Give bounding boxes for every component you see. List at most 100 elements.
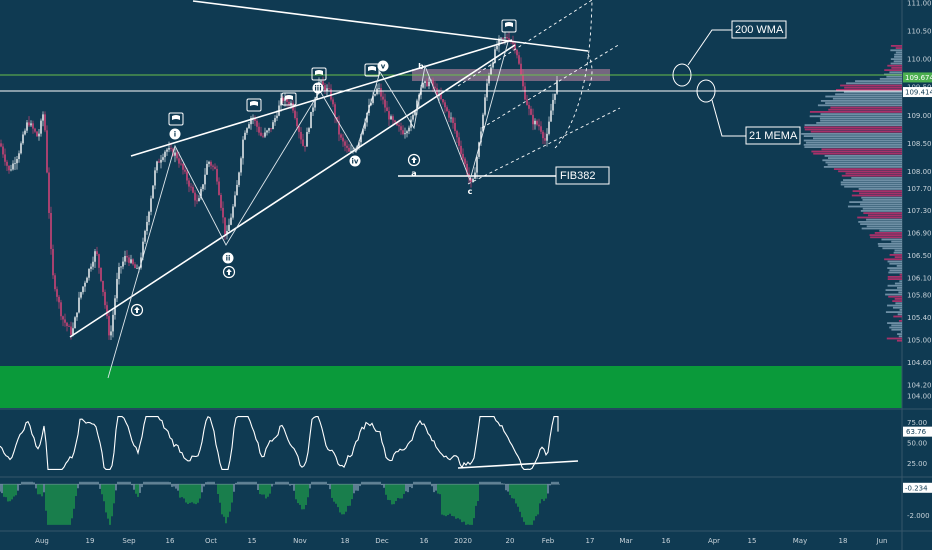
downtrend-line — [192, 0, 589, 52]
volume-profile-bar — [822, 159, 902, 162]
candle-body — [528, 104, 530, 109]
candle-body — [384, 99, 386, 108]
candle-body — [46, 130, 48, 173]
wave-flag-glyph — [285, 95, 293, 103]
candle-body — [232, 206, 234, 218]
candle-body — [396, 122, 398, 126]
oscillator-last-label: 63.76 — [906, 428, 927, 436]
candle-body — [274, 118, 276, 123]
volume-profile-bar — [845, 172, 902, 175]
volume-profile-bar — [825, 161, 902, 164]
candle-body — [304, 145, 306, 147]
price-tick-label: 105.800 — [907, 291, 932, 299]
candle-body — [444, 102, 446, 108]
volume-profile-bar — [866, 218, 902, 221]
price-tick-label: 104.200 — [907, 381, 932, 389]
volume-profile-bar — [809, 115, 902, 118]
candle-body — [424, 81, 426, 84]
candle-body — [496, 45, 498, 50]
channel-upper-dashed — [457, 0, 593, 87]
candle-body — [38, 133, 40, 137]
candle-body — [422, 83, 424, 88]
histogram-bars — [0, 481, 559, 525]
candle-body — [160, 159, 162, 163]
volume-profile-bar — [878, 245, 902, 247]
volume-profile-bar — [861, 227, 902, 230]
volume-profile — [801, 45, 902, 342]
volume-profile-bar — [803, 144, 902, 146]
oscillator-tick-label: 75.00 — [907, 419, 927, 427]
histogram-last-box — [903, 482, 932, 493]
candle-body — [134, 264, 136, 269]
candle-body — [400, 126, 402, 131]
volume-profile-bar — [840, 181, 902, 184]
volume-profile-bar — [884, 69, 902, 71]
candle-body — [464, 158, 466, 164]
candle-body — [504, 37, 506, 39]
candle-body — [556, 80, 558, 94]
candle-body — [450, 117, 452, 119]
time-tick-label: Jun — [876, 537, 888, 545]
candle-body — [542, 131, 544, 139]
candle-body — [244, 132, 246, 140]
volume-profile-bar — [840, 84, 902, 87]
candle-body — [288, 101, 290, 105]
candle-body — [136, 267, 138, 269]
candle-body — [112, 314, 114, 332]
wave-label: i — [174, 131, 176, 139]
candle-body — [462, 153, 464, 159]
candle-body — [194, 192, 196, 201]
up-arrow-icon — [130, 303, 144, 317]
candle-body — [544, 138, 546, 141]
candle-body — [398, 125, 400, 127]
up-arrow-glyph — [226, 268, 232, 275]
candle-body — [124, 256, 126, 262]
mema-leader — [711, 99, 746, 137]
time-tick-label: Sep — [122, 537, 136, 545]
volume-profile-bar — [835, 89, 902, 91]
candle-body — [128, 257, 130, 263]
candle-body — [144, 230, 146, 242]
candle-body — [476, 156, 478, 173]
volume-profile-bar — [893, 315, 902, 318]
volume-profile-bar — [821, 148, 902, 151]
candle-body — [82, 286, 84, 293]
candle-body — [518, 55, 520, 64]
volume-profile-bar — [803, 135, 902, 137]
wave-flag-icon — [311, 67, 327, 81]
candle-body — [186, 171, 188, 181]
candle-body — [96, 251, 98, 255]
candle-body — [198, 198, 200, 202]
candle-body — [106, 305, 108, 317]
candle-body — [340, 134, 342, 138]
volume-profile-bar — [862, 199, 902, 201]
candle-body — [88, 268, 90, 278]
wave-flag-icon — [168, 112, 184, 126]
candle-body — [240, 158, 242, 173]
candle-body — [440, 93, 442, 100]
price-tick-label: 107.300 — [907, 207, 932, 215]
candle-body — [0, 143, 2, 147]
candle-body — [214, 166, 216, 169]
volume-profile-bar — [895, 302, 902, 305]
candle-body — [432, 80, 434, 87]
histogram-axis: -2.000 -0.234 — [903, 482, 932, 520]
volume-profile-bar — [863, 212, 902, 214]
candle-body — [310, 111, 312, 129]
candle-body — [236, 184, 238, 196]
time-tick-label: Nov — [293, 537, 307, 545]
candle-body — [146, 221, 148, 231]
wave-flag-glyph — [250, 101, 258, 109]
volume-profile-bar — [855, 80, 902, 82]
volume-profile-bar — [843, 179, 902, 181]
volume-profile-bar — [828, 157, 902, 159]
candle-body — [204, 174, 206, 185]
volume-profile-bar — [874, 232, 902, 234]
price-tag-box — [903, 87, 932, 98]
candle-body — [60, 302, 62, 317]
candle-body — [346, 145, 348, 148]
candle-body — [122, 261, 124, 267]
volume-profile-bar — [841, 174, 902, 177]
volume-profile-bar — [899, 309, 902, 311]
